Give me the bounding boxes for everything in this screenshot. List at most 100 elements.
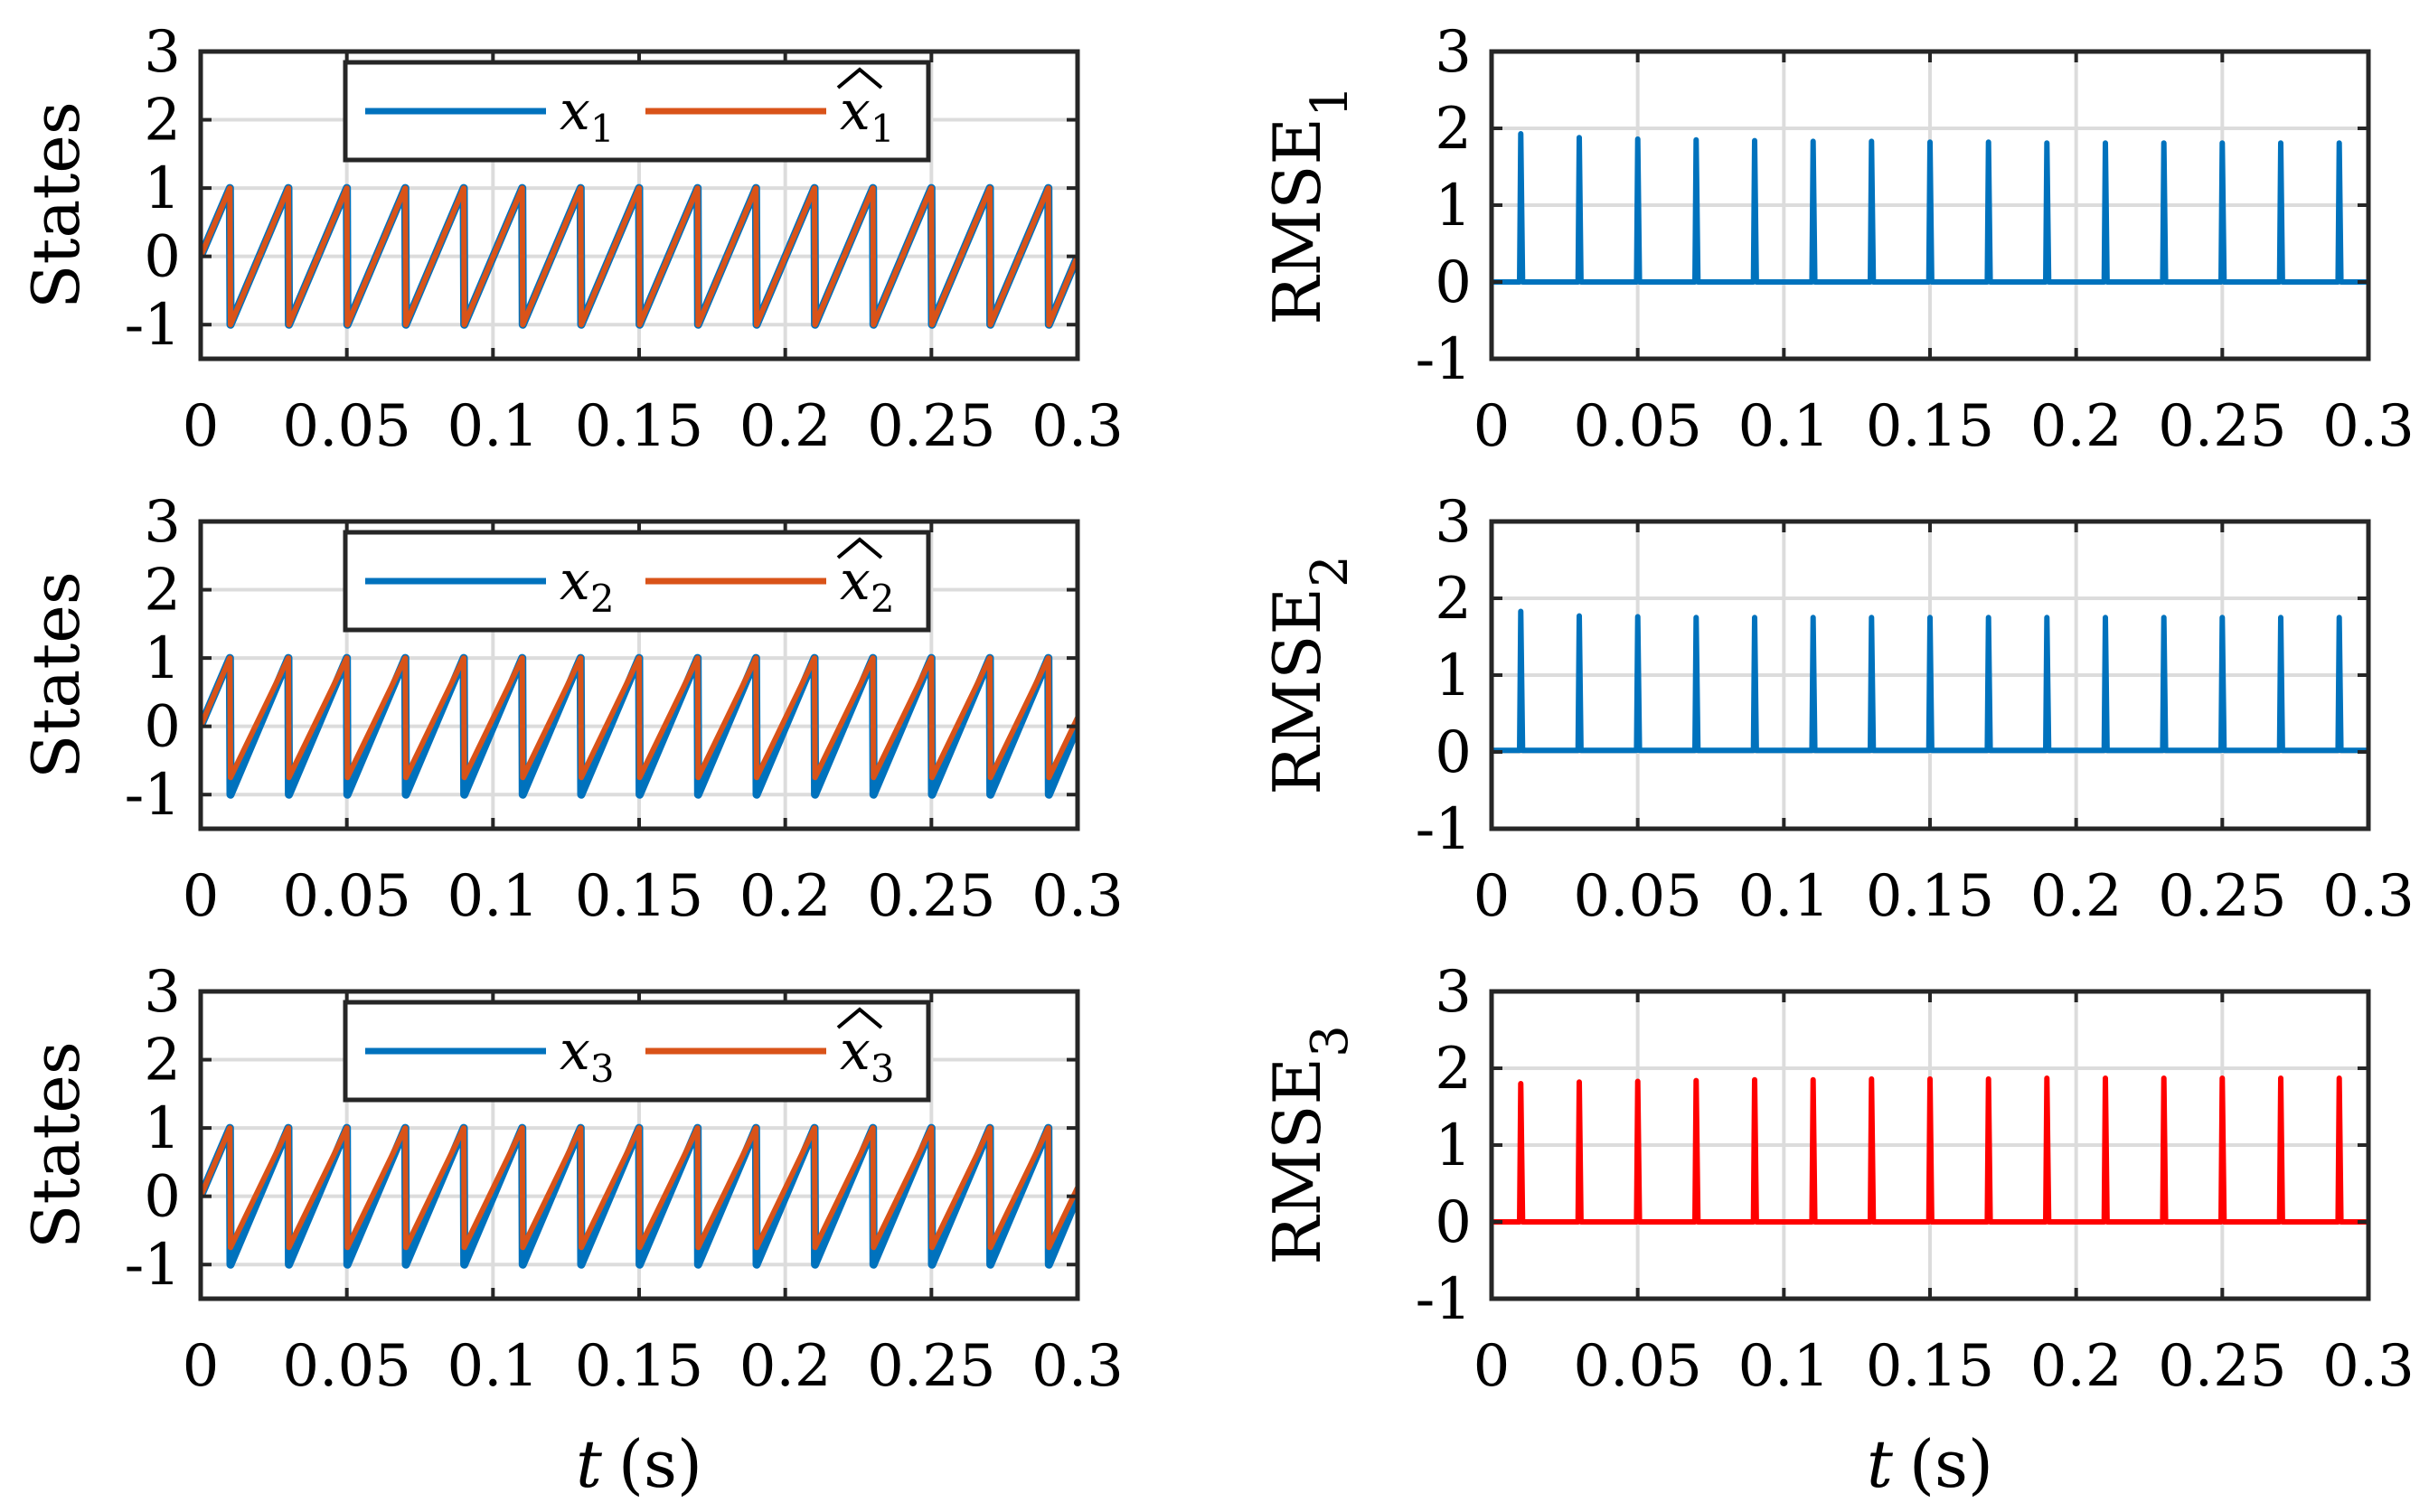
x-tick-label: 0.25 — [2158, 1333, 2287, 1400]
x-tick-label: 0.1 — [447, 393, 539, 460]
x-tick-label: 0.1 — [447, 863, 539, 930]
legend-entry-subscript: 2 — [590, 577, 615, 621]
legend-entry-base: x — [560, 1019, 590, 1083]
x-tick-label: 0.2 — [2030, 1333, 2123, 1400]
x-tick-label: 0.2 — [739, 393, 832, 460]
x-tick-label: 0 — [183, 393, 220, 460]
states-3-data — [201, 1123, 1078, 1269]
series-line-estimate — [201, 185, 1078, 328]
y-tick-label: -1 — [1416, 1266, 1472, 1333]
x-tick-label: 0 — [1473, 1333, 1511, 1400]
x-tick-label: 0 — [183, 863, 220, 930]
x-tick-label: 0.3 — [2322, 863, 2415, 930]
y-tick-label: 3 — [144, 959, 181, 1026]
y-tick-label: 3 — [1435, 19, 1472, 86]
y-tick-label: 0 — [144, 1164, 181, 1231]
legend-box — [343, 1000, 931, 1103]
legend-entry-base: x — [840, 1019, 871, 1083]
y-tick-label: 3 — [1435, 959, 1472, 1026]
x-tick-label: 0.3 — [1031, 863, 1124, 930]
y-tick-label: -1 — [1416, 796, 1472, 863]
y-axis-title: RMSE3 — [1259, 1025, 1360, 1264]
y-axis-title: States — [18, 571, 94, 779]
rmse-line — [1492, 131, 2368, 285]
series-line-estimate — [201, 655, 1078, 781]
y-axis-title: RMSE1 — [1259, 85, 1360, 324]
legend-entry-base: x — [560, 80, 590, 143]
rmse-2-data — [1492, 608, 2368, 754]
states-3-legend: x3 x3 — [343, 1000, 931, 1103]
legend-entry-label: x3 — [840, 1019, 895, 1091]
y-tick-label: 0 — [1435, 249, 1472, 316]
legend-entry-subscript: 2 — [871, 577, 895, 621]
x-axis-title-variable: t — [1867, 1426, 1894, 1502]
legend-entry-base: x — [840, 80, 871, 143]
y-tick-label: 2 — [144, 558, 181, 625]
states-1-legend: x1 x1 — [343, 60, 931, 163]
y-tick-label: 2 — [1435, 1036, 1472, 1103]
x-tick-label: 0.2 — [2030, 863, 2123, 930]
y-axis-title: States — [18, 101, 94, 309]
series-line-estimate — [201, 1125, 1078, 1251]
y-axis-title-subscript: 1 — [1301, 85, 1360, 117]
x-tick-label: 0.05 — [282, 863, 411, 930]
x-axis-title-variable: t — [576, 1426, 603, 1502]
x-tick-label: 0.1 — [447, 1333, 539, 1400]
legend-entry-subscript: 3 — [590, 1047, 615, 1091]
states-1-data — [201, 183, 1078, 329]
y-tick-label: 0 — [1435, 1189, 1472, 1256]
x-tick-label: 0.05 — [282, 1333, 411, 1400]
x-tick-label: 0.05 — [1573, 393, 1702, 460]
y-tick-label: 1 — [144, 625, 181, 692]
y-tick-label: 3 — [1435, 489, 1472, 556]
x-tick-label: 0.05 — [1573, 1333, 1702, 1400]
y-tick-label: 1 — [144, 155, 181, 222]
x-axis-title-unit: (s) — [1909, 1426, 1993, 1502]
x-axis-title: t (s) — [576, 1426, 702, 1502]
y-axis-title-subscript: 3 — [1301, 1025, 1360, 1057]
y-tick-label: 2 — [144, 88, 181, 155]
rmse-3-data — [1492, 1075, 2368, 1225]
legend-entry-label: x2 — [560, 549, 615, 621]
x-tick-label: 0.05 — [282, 393, 411, 460]
y-axis-title-base: RMSE — [1259, 1057, 1335, 1265]
x-tick-label: 0.15 — [1866, 393, 1995, 460]
x-tick-label: 0.15 — [575, 863, 704, 930]
y-axis-title-subscript: 2 — [1301, 555, 1360, 587]
x-tick-label: 0.3 — [2322, 1333, 2415, 1400]
legend-entry-subscript: 1 — [590, 107, 615, 151]
hat-accent — [836, 1007, 883, 1029]
legend-entry-label: x2 — [840, 549, 895, 621]
y-axis-title-base: RMSE — [1259, 117, 1335, 325]
x-tick-label: 0.2 — [739, 863, 832, 930]
y-tick-label: 2 — [144, 1028, 181, 1094]
y-tick-label: 3 — [144, 19, 181, 86]
x-tick-label: 0.15 — [1866, 1333, 1995, 1400]
x-tick-label: 0.1 — [1737, 393, 1830, 460]
rmse-1-data — [1492, 131, 2368, 285]
y-tick-label: 2 — [1435, 96, 1472, 163]
x-tick-label: 0.25 — [867, 1333, 996, 1400]
x-tick-label: 0.05 — [1573, 863, 1702, 930]
legend-entry-base: x — [560, 549, 590, 613]
hat-accent — [836, 537, 883, 559]
rmse-line — [1492, 608, 2368, 754]
x-tick-label: 0.2 — [2030, 393, 2123, 460]
legend-entry-base: x — [840, 549, 871, 613]
x-tick-label: 0.1 — [1737, 863, 1830, 930]
x-tick-label: 0.15 — [1866, 863, 1995, 930]
y-tick-label: -1 — [1416, 326, 1472, 393]
y-tick-label: 0 — [1435, 719, 1472, 786]
y-axis-title: States — [18, 1041, 94, 1249]
legend-entry-subscript: 1 — [871, 107, 895, 151]
rmse-line — [1492, 1075, 2368, 1225]
legend-entry-label: x3 — [560, 1019, 615, 1091]
x-tick-label: 0.25 — [867, 863, 996, 930]
hat-accent — [836, 67, 883, 89]
x-tick-label: 0.3 — [1031, 1333, 1124, 1400]
